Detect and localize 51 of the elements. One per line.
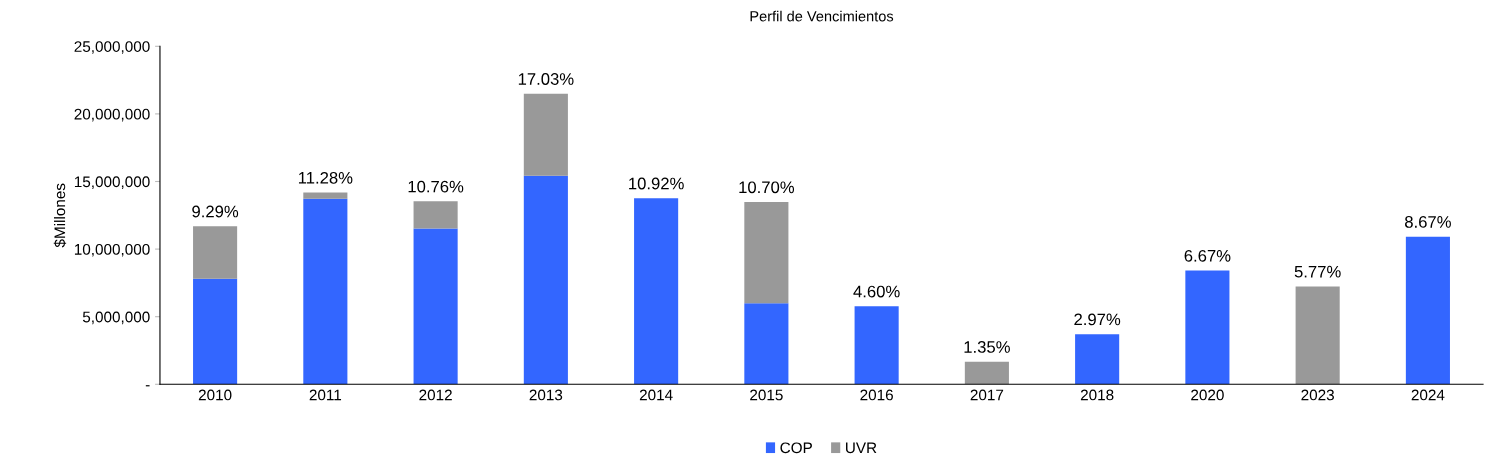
annotation: 8.67% <box>1405 216 1451 228</box>
x-tick-label: 2010 <box>198 389 232 401</box>
bar <box>303 192 348 199</box>
annotation: 5.77% <box>1294 265 1341 278</box>
bar <box>303 198 348 385</box>
y-tick-label: 20,000,000 <box>74 108 150 122</box>
bar <box>1295 286 1340 385</box>
bar <box>1405 236 1450 385</box>
annotation: 1.35% <box>964 341 1010 353</box>
annotation: 17.03% <box>518 73 574 85</box>
annotation: 9.29% <box>192 205 239 218</box>
bar <box>634 198 679 385</box>
bar <box>744 303 789 385</box>
annotation: 4.60% <box>853 285 900 298</box>
legend-label: COP <box>780 442 812 454</box>
bar <box>854 306 899 385</box>
y-tick-label: - <box>145 385 150 387</box>
x-tick-label: 2017 <box>970 389 1004 401</box>
x-tick-label: 2015 <box>750 389 783 401</box>
x-tick-label: 2024 <box>1411 389 1445 401</box>
x-tick-label: 2012 <box>419 389 452 401</box>
bar <box>523 93 568 176</box>
y-axis-title: $Millones <box>53 183 67 248</box>
annotation: 10.76% <box>408 180 464 193</box>
x-tick-label: 2014 <box>639 389 673 401</box>
y-tick-label: 15,000,000 <box>74 176 150 189</box>
y-tick-label: 10,000,000 <box>74 243 150 257</box>
legend-label: UVR <box>846 442 877 454</box>
annotation: 11.28% <box>298 171 353 184</box>
bar <box>744 202 789 304</box>
x-tick-label: 2023 <box>1301 389 1334 401</box>
annotation: 6.67% <box>1184 249 1231 262</box>
x-tick-label: 2020 <box>1191 389 1224 401</box>
chart-title: Perfil de Vencimientos <box>750 10 894 22</box>
x-tick-label: 2011 <box>309 389 342 401</box>
y-tick-label: 25,000,000 <box>74 41 150 54</box>
bar <box>964 361 1009 385</box>
x-tick-label: 2018 <box>1080 389 1114 401</box>
bar <box>413 201 458 229</box>
bar <box>413 228 458 385</box>
annotation: 2.97% <box>1074 313 1121 326</box>
bar <box>193 226 238 279</box>
y-tick-label: 5,000,000 <box>82 311 150 325</box>
x-tick-label: 2013 <box>529 389 563 401</box>
annotation: 10.70% <box>739 181 795 194</box>
x-tick-label: 2016 <box>860 389 893 401</box>
bar <box>1185 270 1230 385</box>
bar <box>1075 334 1120 385</box>
bar <box>523 175 568 385</box>
annotation: 10.92% <box>629 177 684 190</box>
bar <box>193 278 238 385</box>
